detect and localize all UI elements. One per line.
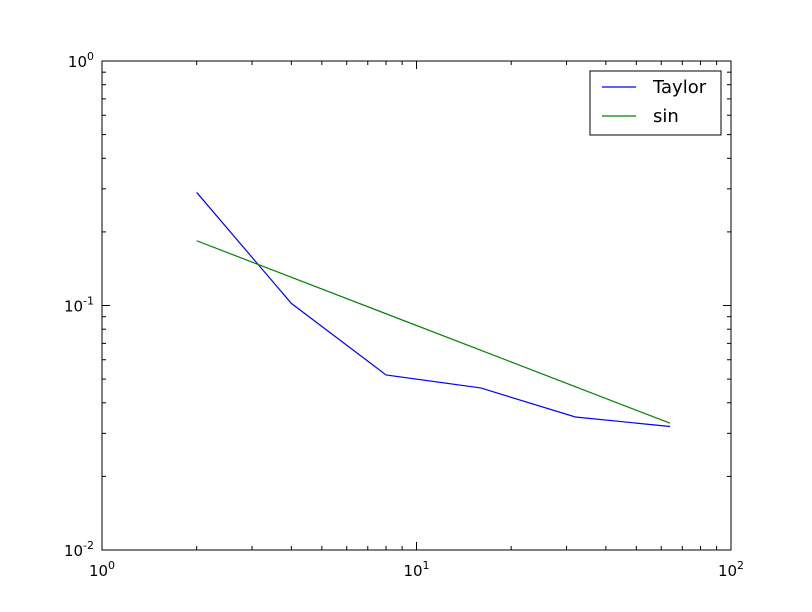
legend-label-taylor: Taylor xyxy=(652,77,707,98)
legend: Taylor sin xyxy=(589,70,722,136)
legend-label-sin: sin xyxy=(653,106,679,127)
axis-ticks xyxy=(101,60,732,551)
tick-labels: 100 101 102 10-2 10-1 100 xyxy=(64,50,744,580)
y-tick-label: 10-1 xyxy=(64,295,94,316)
x-tick-label: 102 xyxy=(718,559,744,580)
legend-box xyxy=(589,70,722,136)
series-line-taylor xyxy=(196,192,671,428)
x-tick-label: 100 xyxy=(89,559,115,580)
x-tick-label: 101 xyxy=(403,559,429,580)
y-tick-label: 10-2 xyxy=(64,539,94,560)
series-line-sin xyxy=(196,240,671,424)
y-tick-label: 100 xyxy=(68,50,94,71)
